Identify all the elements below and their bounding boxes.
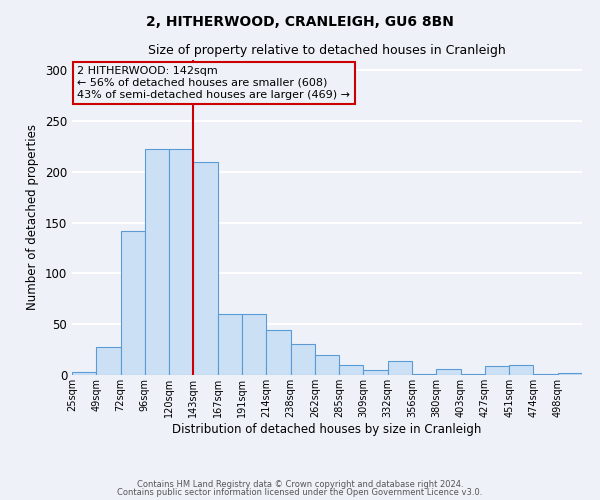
Bar [436,369,461,375]
Bar [193,162,218,375]
Bar [121,230,145,375]
Bar [461,374,485,375]
Bar [290,344,315,375]
Bar [145,150,169,375]
Text: 2, HITHERWOOD, CRANLEIGH, GU6 8BN: 2, HITHERWOOD, CRANLEIGH, GU6 8BN [146,15,454,29]
Title: Size of property relative to detached houses in Cranleigh: Size of property relative to detached ho… [148,44,506,58]
Bar [72,372,96,375]
Bar [315,354,339,375]
Bar [558,373,582,375]
Bar [218,314,242,375]
Bar [412,374,436,375]
Bar [266,330,290,375]
Bar [96,346,121,375]
Text: Contains HM Land Registry data © Crown copyright and database right 2024.: Contains HM Land Registry data © Crown c… [137,480,463,489]
X-axis label: Distribution of detached houses by size in Cranleigh: Distribution of detached houses by size … [172,422,482,436]
Text: Contains public sector information licensed under the Open Government Licence v3: Contains public sector information licen… [118,488,482,497]
Y-axis label: Number of detached properties: Number of detached properties [26,124,40,310]
Bar [388,361,412,375]
Bar [485,366,509,375]
Bar [169,150,193,375]
Bar [509,365,533,375]
Bar [533,374,558,375]
Bar [242,314,266,375]
Bar [364,370,388,375]
Bar [339,365,364,375]
Text: 2 HITHERWOOD: 142sqm
← 56% of detached houses are smaller (608)
43% of semi-deta: 2 HITHERWOOD: 142sqm ← 56% of detached h… [77,66,350,100]
